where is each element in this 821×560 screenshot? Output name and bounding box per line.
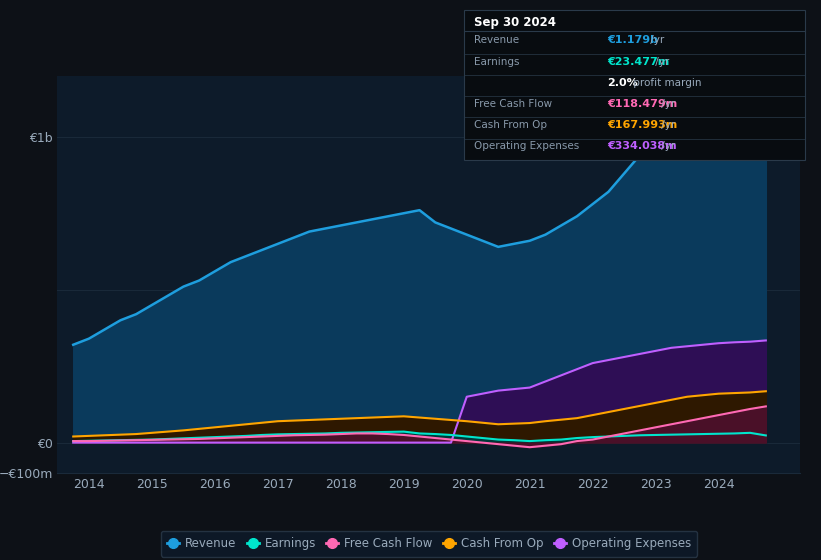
Text: €334.038m: €334.038m — [608, 141, 677, 151]
Text: Cash From Op: Cash From Op — [474, 120, 547, 130]
Text: Operating Expenses: Operating Expenses — [474, 141, 579, 151]
Text: /yr: /yr — [652, 57, 669, 67]
Legend: Revenue, Earnings, Free Cash Flow, Cash From Op, Operating Expenses: Revenue, Earnings, Free Cash Flow, Cash … — [161, 531, 697, 557]
Text: profit margin: profit margin — [630, 78, 701, 87]
Text: /yr: /yr — [658, 141, 675, 151]
Text: €23.477m: €23.477m — [608, 57, 670, 67]
Text: €118.479m: €118.479m — [608, 99, 678, 109]
Text: €167.993m: €167.993m — [608, 120, 678, 130]
Text: /yr: /yr — [647, 35, 664, 45]
Text: Earnings: Earnings — [474, 57, 519, 67]
Text: Free Cash Flow: Free Cash Flow — [474, 99, 552, 109]
Text: /yr: /yr — [658, 99, 675, 109]
Text: Revenue: Revenue — [474, 35, 519, 45]
Text: €1.179b: €1.179b — [608, 35, 658, 45]
Text: Sep 30 2024: Sep 30 2024 — [474, 16, 556, 29]
Text: 2.0%: 2.0% — [608, 78, 638, 87]
Text: /yr: /yr — [658, 120, 675, 130]
